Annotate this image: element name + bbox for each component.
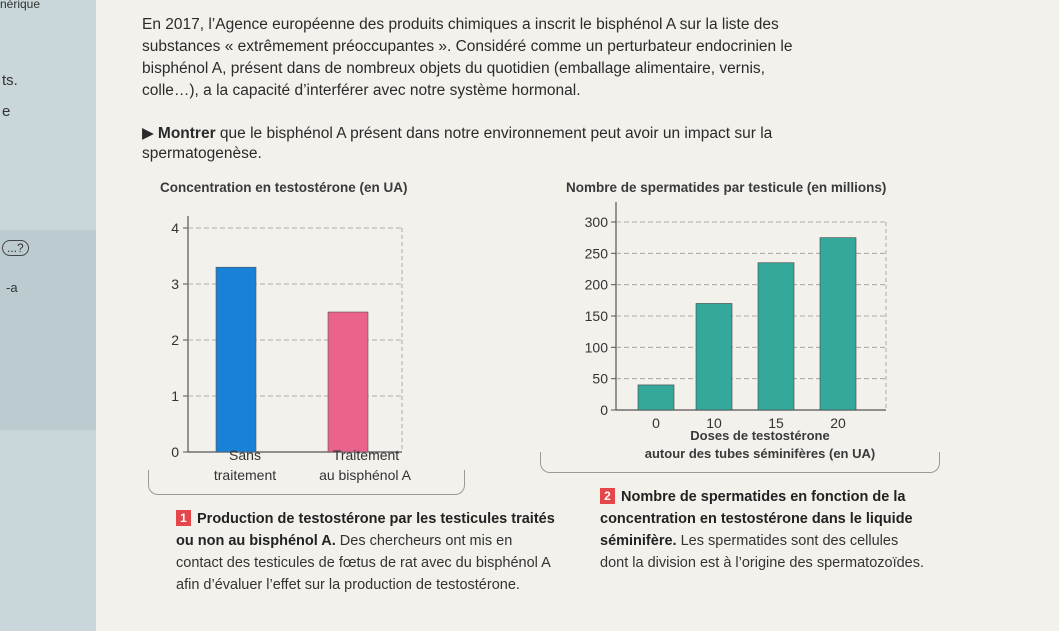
chart2-caption-text: Les spermatides sont des cellules dont l… — [600, 533, 925, 571]
intro-paragraph: En 2017, l’Agence européenne des produit… — [142, 16, 793, 99]
chart2-y-tick-label: 100 — [585, 339, 609, 355]
chart2-x-tick-label: 0 — [652, 415, 660, 431]
task-instruction: ▶ Montrer que le bisphénol A présent dans… — [142, 124, 802, 164]
chart2-y-tick-label: 0 — [600, 402, 608, 418]
triangle-arrow-icon: ▶ — [142, 125, 154, 142]
chart1-category-1-line2: traitement — [213, 467, 277, 483]
chart2-y-tick-label: 250 — [585, 245, 609, 261]
chart2-x-tick-label: 20 — [830, 415, 846, 431]
chart1-category-2-line2: au bisphénol A — [319, 467, 411, 483]
chart2-caption-bold: Nombre de spermatides en fonction de la … — [600, 489, 913, 549]
chart1-bracket — [148, 470, 465, 495]
chart1-y-tick-label: 2 — [171, 332, 179, 348]
adjacent-page-band — [0, 230, 110, 430]
margin-fragment-4: ...? — [2, 240, 29, 256]
chart2-y-tick-label: 150 — [585, 308, 609, 324]
chart2-y-tick-label: 50 — [592, 371, 608, 387]
chart2-y-tick-label: 300 — [585, 214, 609, 230]
chart2-x-tick-label: 15 — [768, 415, 784, 431]
chart2-bar-3 — [757, 262, 795, 411]
margin-fragment-3: e — [2, 103, 11, 120]
chart1-caption: 1 Production de testostérone par les test… — [176, 508, 556, 596]
chart1-y-tick-label: 0 — [171, 444, 179, 460]
chart1-caption-bold: Production de testostérone par les testi… — [176, 511, 555, 549]
adjacent-page — [0, 0, 110, 631]
chart1-bar-2 — [327, 311, 369, 453]
textbook-page — [96, 0, 1059, 631]
chart1-bar-1 — [215, 266, 257, 453]
chart2-bracket — [540, 452, 940, 473]
chart2-xlabel-line1: Doses de testostérone — [690, 428, 830, 443]
chart1-category-1-line1: Sans — [229, 447, 261, 463]
chart2-bar-4 — [819, 237, 857, 411]
margin-fragment-2: ts. — [2, 72, 18, 89]
caption-number-badge: 2 — [600, 488, 615, 504]
chart1-plot: 0 1 2 3 4 — [171, 216, 403, 460]
chart1-y-tick-label: 3 — [171, 276, 179, 292]
chart1-category-2-line1: Traitement — [332, 447, 400, 463]
chart2-bar-1 — [637, 384, 675, 411]
chart2-xlabel-line2: autour des tubes séminifères (en UA) — [644, 446, 876, 461]
chart2-y-tick-label: 200 — [585, 277, 609, 293]
task-verb: Montrer — [157, 125, 216, 142]
chart1-title: Concentration en testostérone (en UA) — [160, 180, 408, 195]
chart1-y-tick-label: 1 — [171, 388, 179, 404]
margin-fragment-1: nérique — [0, 0, 41, 11]
caption-number-badge: 1 — [176, 510, 191, 526]
chart1-y-tick-label: 4 — [171, 220, 179, 236]
chart2-bar-2 — [695, 303, 733, 411]
chart2-caption: 2 Nombre de spermatides en fonction de la… — [600, 486, 930, 574]
chart2-x-tick-label: 10 — [706, 415, 722, 431]
margin-fragment-5: -a — [6, 280, 18, 295]
chart2-plot: 0 50 100 150 200 250 300 0 10 15 20 — [585, 202, 887, 431]
chart1-caption-text: Des chercheurs ont mis en contact des te… — [176, 533, 550, 593]
chart2-title: Nombre de spermatides par testicule (en … — [566, 180, 887, 195]
task-text: que le bisphénol A présent dans notre en… — [142, 125, 773, 162]
